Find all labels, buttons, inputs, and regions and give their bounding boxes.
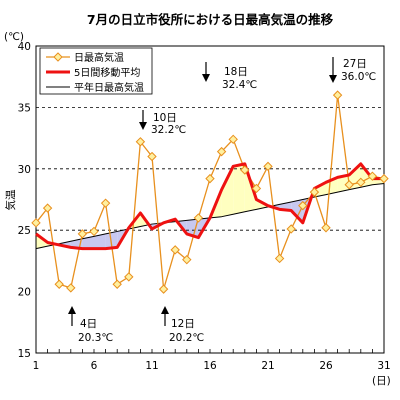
annotations: 10日 32.2℃ 18日 32.4℃ 27日 36.0℃ 4日 20.3℃ 1… <box>68 57 376 344</box>
annotation-day-27: 27日 36.0℃ <box>329 57 376 83</box>
daily-max-point <box>193 213 204 223</box>
daily-max-point <box>263 161 273 172</box>
fill-above-normal <box>221 166 234 217</box>
daily-max-point <box>321 223 331 233</box>
daily-max-point <box>356 177 366 188</box>
chart-title: 7月の日立市役所における日最高気温の推移 <box>87 12 334 27</box>
daily-max-point <box>42 203 53 213</box>
y-axis-ticks: 15 20 25 30 35 40 <box>18 41 31 360</box>
x-axis-unit: (日) <box>372 375 391 387</box>
x-axis-ticks: 1 6 11 16 21 26 31 <box>33 349 391 372</box>
daily-max-point <box>379 173 389 184</box>
annotation-day-10-date: 10日 <box>153 112 177 124</box>
legend: 日最高気温 5日間移動平均 平年日最高気温 <box>39 47 153 95</box>
annotation-day-18: 18日 32.4℃ <box>202 62 257 91</box>
annotation-day-12: 12日 20.2℃ <box>161 306 204 344</box>
annotation-day-10-temp: 32.2℃ <box>151 124 186 136</box>
daily-max-point <box>124 272 134 282</box>
daily-max-point <box>332 90 343 100</box>
annotation-day-4: 4日 20.3℃ <box>68 306 113 344</box>
annotation-day-4-date: 4日 <box>80 318 97 330</box>
fill-above-normal <box>337 174 350 193</box>
fill-below-normal <box>82 236 94 249</box>
x-tick-label: 31 <box>377 360 390 372</box>
daily-max-point <box>77 229 88 239</box>
y-axis-unit: (℃) <box>4 31 24 43</box>
legend-daily-max-marker <box>53 52 63 62</box>
annotation-day-12-temp: 20.2℃ <box>169 332 204 344</box>
y-tick-label: 25 <box>18 225 31 237</box>
series-layer <box>31 90 389 294</box>
x-tick-label: 26 <box>319 360 333 372</box>
y-tick-label: 20 <box>18 287 31 299</box>
daily-max-point <box>205 173 215 184</box>
daily-max-point <box>89 226 99 237</box>
daily-max-point <box>170 245 180 255</box>
daily-max-point <box>216 146 227 157</box>
y-tick-label: 40 <box>18 41 31 53</box>
daily-max-point <box>274 253 285 264</box>
daily-max-point <box>298 200 308 211</box>
daily-max-point <box>66 283 76 293</box>
daily-max-point <box>54 279 64 289</box>
daily-max-point <box>112 279 122 289</box>
x-tick-label: 21 <box>261 360 274 372</box>
daily-max-point <box>135 137 146 147</box>
y-axis-label: 気温 <box>4 189 17 210</box>
annotation-day-27-temp: 36.0℃ <box>341 71 376 83</box>
legend-moving-avg-label: 5日間移動平均 <box>74 66 140 79</box>
daily-max-point <box>228 134 238 145</box>
daily-max-point <box>251 183 262 194</box>
y-tick-label: 15 <box>18 348 31 360</box>
annotation-day-10: 10日 32.2℃ <box>139 110 186 136</box>
legend-daily-max-label: 日最高気温 <box>74 51 124 64</box>
y-tick-label: 35 <box>18 102 31 114</box>
x-tick-label: 1 <box>33 360 40 372</box>
fill-below-normal <box>94 233 106 249</box>
legend-normal-label: 平年日最高気温 <box>74 81 144 94</box>
daily-max-point <box>158 284 169 294</box>
daily-max-point <box>182 254 192 265</box>
annotation-day-27-date: 27日 <box>343 58 367 70</box>
daily-max-point <box>147 151 157 162</box>
daily-max-point <box>240 165 250 175</box>
moving-average-line <box>35 162 384 251</box>
daily-max-point <box>286 224 296 234</box>
x-tick-label: 11 <box>145 360 158 372</box>
annotation-day-4-temp: 20.3℃ <box>78 332 113 344</box>
annotation-day-18-temp: 32.4℃ <box>222 79 257 91</box>
daily-max-point <box>100 198 111 208</box>
daily-max-point <box>367 171 378 181</box>
x-tick-label: 6 <box>91 360 98 372</box>
fill-below-normal <box>186 219 199 238</box>
daily-max-point <box>344 180 354 190</box>
fill-above-normal <box>233 163 245 215</box>
x-tick-label: 16 <box>203 360 217 372</box>
daily-max-point <box>31 218 41 228</box>
annotation-day-12-date: 12日 <box>171 318 195 330</box>
daily-max-point <box>309 187 320 197</box>
y-tick-label: 30 <box>18 164 31 176</box>
annotation-day-18-date: 18日 <box>224 66 248 78</box>
